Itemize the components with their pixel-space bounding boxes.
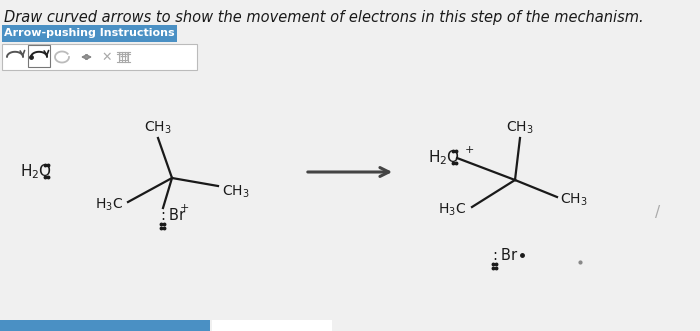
Text: Arrow-pushing Instructions: Arrow-pushing Instructions xyxy=(4,28,174,38)
Text: $\rm H_2O$: $\rm H_2O$ xyxy=(20,163,52,181)
Text: +: + xyxy=(465,145,475,155)
Text: ✕: ✕ xyxy=(102,51,112,64)
Text: Draw curved arrows to show the movement of electrons in this step of the mechani: Draw curved arrows to show the movement … xyxy=(4,10,643,25)
Bar xyxy=(28,45,50,67)
Text: +: + xyxy=(180,203,190,213)
Text: $\rm :Br$: $\rm :Br$ xyxy=(158,207,187,223)
Text: $\rm :Br$: $\rm :Br$ xyxy=(490,247,519,263)
Text: $\rm CH_3$: $\rm CH_3$ xyxy=(222,184,250,200)
Bar xyxy=(0,320,210,331)
Text: $\rm CH_3$: $\rm CH_3$ xyxy=(144,120,172,136)
Text: $\rm H_2O$: $\rm H_2O$ xyxy=(428,149,460,167)
Bar xyxy=(212,320,332,331)
Text: /: / xyxy=(655,206,661,220)
Text: $\rm H_3C$: $\rm H_3C$ xyxy=(438,202,466,218)
Text: $\rm H_3C$: $\rm H_3C$ xyxy=(95,197,123,213)
Bar xyxy=(2,25,177,42)
Bar xyxy=(2,44,197,70)
Text: $\rm CH_3$: $\rm CH_3$ xyxy=(506,120,534,136)
Text: $\rm CH_3$: $\rm CH_3$ xyxy=(560,192,587,208)
Text: ⊟: ⊟ xyxy=(118,50,130,64)
